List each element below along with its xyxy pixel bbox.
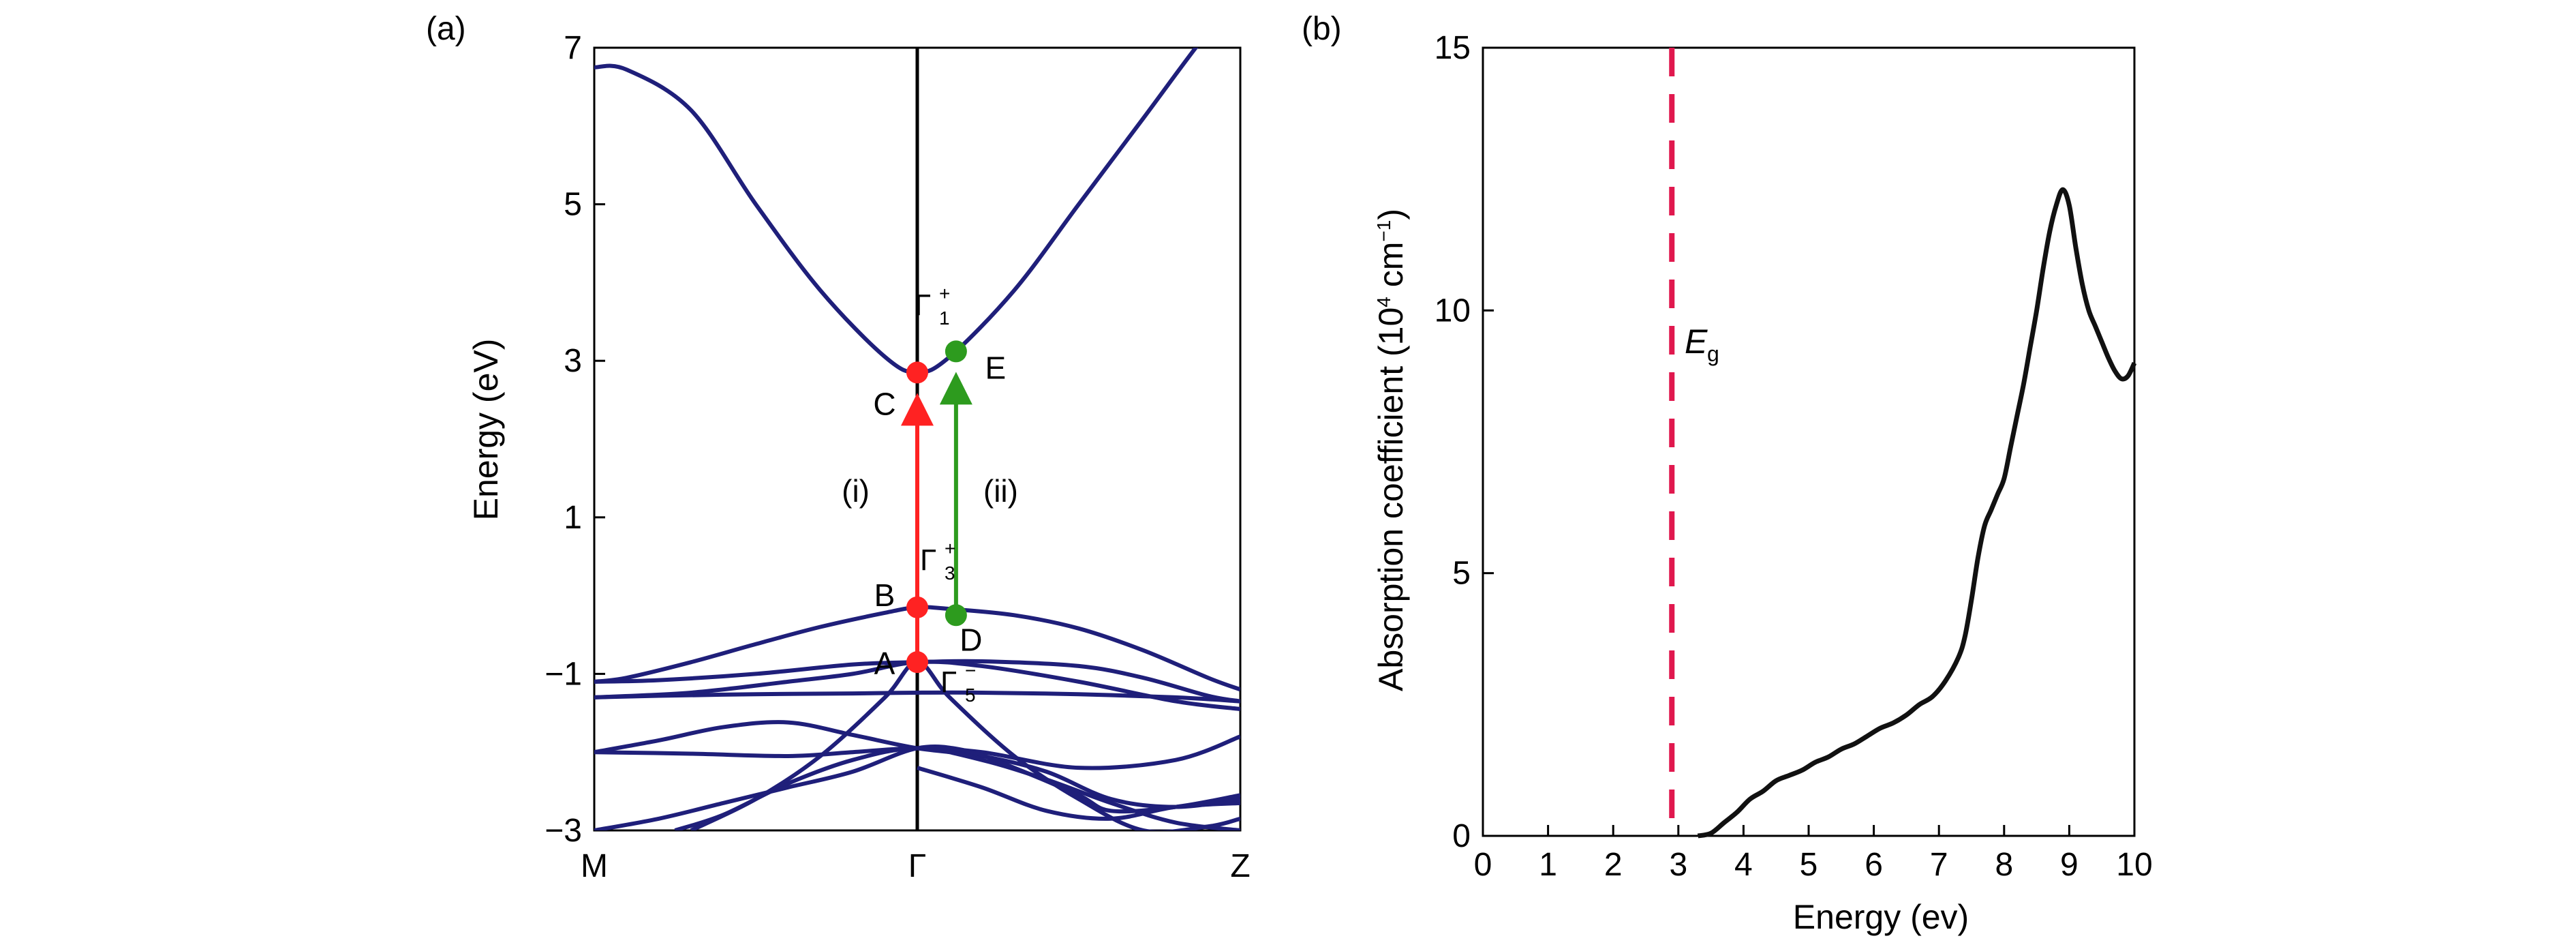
gamma3-plus-label: Γ + 3 bbox=[920, 538, 955, 584]
transition-arrows: (i) (ii) bbox=[842, 372, 1018, 663]
gamma5-sub: 5 bbox=[965, 685, 976, 706]
band-lines bbox=[594, 48, 1240, 830]
gamma3-sub: 3 bbox=[945, 562, 955, 584]
absorption-x-tick-label: 3 bbox=[1669, 847, 1687, 883]
band-y-tick-label: 5 bbox=[564, 187, 582, 223]
point-C bbox=[906, 361, 928, 384]
gamma3-sup: + bbox=[945, 538, 955, 559]
absorption-x-tick-label: 9 bbox=[2060, 847, 2079, 883]
absorption-y-tick-label: 0 bbox=[1452, 818, 1471, 854]
gamma1-sup: + bbox=[939, 283, 950, 304]
panel-a-label: (a) bbox=[426, 11, 466, 47]
point-D bbox=[945, 604, 967, 627]
absorption-x-tick-label: 4 bbox=[1734, 847, 1753, 883]
absorption-x-tick-label: 5 bbox=[1800, 847, 1818, 883]
absorption-x-tick-label: 8 bbox=[1995, 847, 2013, 883]
ylabel-post: ) bbox=[1372, 209, 1410, 220]
ylabel-sup1: 4 bbox=[1373, 297, 1394, 307]
absorption-y-tick-label: 10 bbox=[1435, 292, 1471, 329]
absorption-x-tick-label: 2 bbox=[1604, 847, 1623, 883]
gamma1-sub: 1 bbox=[939, 307, 950, 329]
absorption-x-tick-label: 6 bbox=[1865, 847, 1883, 883]
point-label-D: D bbox=[960, 622, 982, 657]
point-A bbox=[906, 651, 928, 674]
point-label-E: E bbox=[985, 350, 1007, 385]
point-label-C: C bbox=[873, 386, 895, 421]
absorption-plot-axes: 0 1 2 3 4 5 6 7 8 9 10 15 10 5 0 bbox=[1435, 30, 2153, 883]
band-line-8 bbox=[594, 744, 1240, 830]
point-E bbox=[945, 340, 967, 363]
absorption-x-tick-label: 1 bbox=[1539, 847, 1557, 883]
ylabel-mid: cm bbox=[1372, 242, 1410, 297]
gamma3-base: Γ bbox=[920, 543, 936, 577]
gamma5-sup: − bbox=[965, 660, 976, 681]
absorption-x-tick-label: 7 bbox=[1930, 847, 1948, 883]
band-x-tick-label: Γ bbox=[908, 848, 926, 884]
eg-label: E g bbox=[1685, 322, 1719, 366]
band-line-7 bbox=[674, 746, 1240, 830]
eg-label-sub: g bbox=[1707, 342, 1719, 366]
gamma5-base: Γ bbox=[940, 665, 957, 699]
absorption-lines bbox=[1669, 48, 2137, 839]
gamma5-minus-label: Γ − 5 bbox=[940, 660, 976, 706]
band-line-10 bbox=[917, 766, 1240, 821]
gamma1-base: Γ bbox=[915, 288, 931, 322]
absorption-curve-0 bbox=[1697, 187, 2137, 839]
band-y-tick-label: −3 bbox=[545, 813, 582, 849]
panel-b-label: (b) bbox=[1302, 11, 1342, 47]
absorption-y-tick-label: 5 bbox=[1452, 556, 1471, 592]
absorption-y-axis-title: Absorption coefficient (104 cm−1) bbox=[1372, 209, 1410, 691]
point-B bbox=[906, 596, 928, 618]
transition-i-label: (i) bbox=[842, 473, 870, 509]
eg-label-main: E bbox=[1685, 322, 1708, 361]
absorption-x-tick-label: 0 bbox=[1474, 847, 1492, 883]
absorption-x-axis-title: Energy (ev) bbox=[1793, 898, 1969, 936]
band-x-tick-label: M bbox=[581, 848, 608, 884]
band-y-tick-label: 3 bbox=[564, 343, 582, 379]
band-points: AB C D E bbox=[873, 340, 1006, 681]
transition-ii-label: (ii) bbox=[983, 473, 1018, 509]
band-line-9 bbox=[690, 660, 1240, 830]
point-label-A: A bbox=[874, 646, 895, 681]
gamma1-plus-label: Γ + 1 bbox=[915, 283, 950, 329]
absorption-panel: (b) 0 1 2 3 4 5 6 7 8 9 10 15 10 5 0 Energy (ev) Absor… bbox=[1302, 11, 2153, 936]
band-x-tick-label: Z bbox=[1230, 848, 1250, 884]
point-label-B: B bbox=[874, 577, 895, 613]
band-y-axis-title: Energy (eV) bbox=[467, 339, 505, 521]
band-y-tick-label: −1 bbox=[545, 656, 582, 692]
ylabel-sup2: −1 bbox=[1373, 220, 1394, 242]
band-y-tick-label: 1 bbox=[564, 500, 582, 536]
absorption-x-tick-label: 10 bbox=[2116, 847, 2152, 883]
absorption-y-tick-label: 15 bbox=[1435, 30, 1471, 66]
band-y-tick-label: 7 bbox=[564, 30, 582, 66]
ylabel-pre: Absorption coefficient (10 bbox=[1372, 307, 1410, 691]
absorption-plot-frame bbox=[1482, 46, 2136, 837]
